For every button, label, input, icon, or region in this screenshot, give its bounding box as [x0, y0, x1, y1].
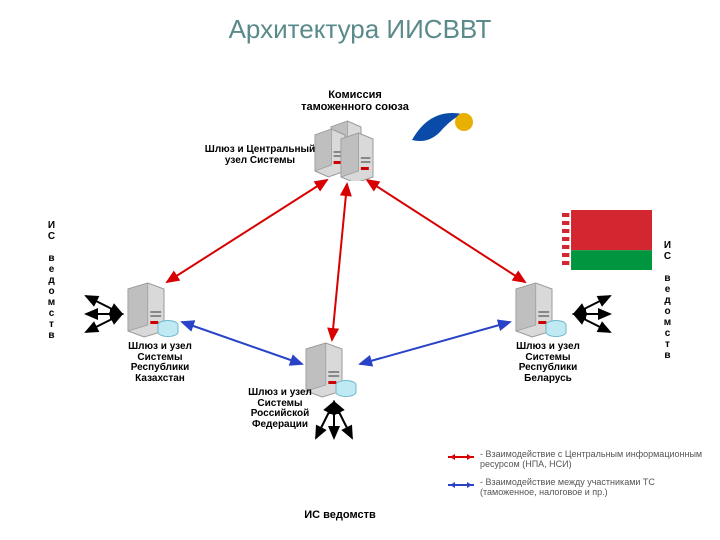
label-left: Шлюз и узелСистемыРеспубликиКазахстан: [105, 342, 215, 384]
side-label-left: ИС ведомств: [46, 220, 56, 341]
legend-line: [448, 456, 474, 458]
diagram-stage: Архитектура ИИСВВТ: [0, 0, 720, 540]
server-left: [122, 281, 182, 339]
label-top-sub: Шлюз и Центральныйузел Системы: [195, 145, 325, 166]
label-right: Шлюз и узелСистемыРеспубликиБеларусь: [493, 342, 603, 384]
legend-text: - Взаимодействие с Центральным информаци…: [480, 450, 710, 470]
bottom-label: ИС ведомств: [280, 510, 400, 522]
label-top-main: Комиссиятаможенного союза: [280, 90, 430, 113]
flag-belarus: [560, 210, 652, 270]
side-label-right: ИС ведомств: [662, 240, 672, 361]
legend-text: - Взаимодействие между участниками ТС (т…: [480, 478, 710, 498]
label-center: Шлюз и узелСистемыРоссийскойФедерации: [230, 388, 330, 430]
eec-logo: [410, 100, 480, 150]
server-right: [510, 281, 570, 339]
legend-line: [448, 484, 474, 486]
